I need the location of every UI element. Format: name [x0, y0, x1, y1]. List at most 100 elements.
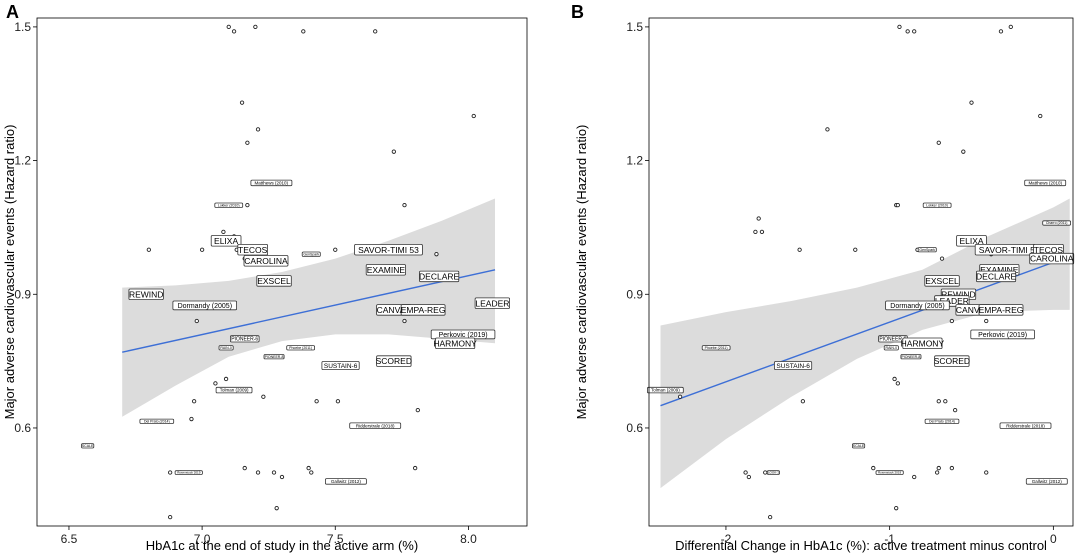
y-axis-title: Major adverse cardiovascular events (Haz…	[574, 125, 589, 420]
study-label: PIONEER-6	[230, 336, 259, 343]
data-point	[256, 128, 259, 131]
study-label: EXAMINE	[366, 265, 405, 276]
data-point	[950, 319, 953, 322]
panel-a: AMatthews (2010)Lokker (2010)ELIXATECOSC…	[2, 2, 527, 553]
study-label: Gallwitz (2012)	[1026, 479, 1067, 485]
y-tick-label: 0.6	[14, 421, 31, 435]
y-tick-label: 1.2	[626, 154, 643, 168]
data-point	[240, 101, 243, 104]
data-point	[246, 203, 249, 206]
data-point	[214, 382, 217, 385]
data-point	[280, 475, 283, 478]
study-label-text: REWIND	[129, 289, 163, 299]
data-point	[913, 30, 916, 33]
data-point	[1009, 25, 1012, 28]
study-label-text: Ridderstrale (2018)	[356, 423, 395, 428]
figure: AMatthews (2010)Lokker (2010)ELIXATECOSC…	[0, 0, 1084, 557]
data-point	[416, 408, 419, 411]
data-point	[999, 30, 1002, 33]
study-label: HARMONY	[901, 338, 945, 349]
data-point	[801, 400, 804, 403]
data-point	[246, 141, 249, 144]
y-axis-title: Major adverse cardiovascular events (Haz…	[2, 125, 17, 420]
data-point	[985, 319, 988, 322]
data-point	[937, 141, 940, 144]
data-point	[896, 382, 899, 385]
study-label: Charro (2011)	[1043, 221, 1071, 225]
study-label-text: Dormandy (2005)	[178, 303, 232, 310]
data-point	[953, 408, 956, 411]
study-label: SAVOR-TIMI 53	[355, 244, 423, 255]
study-label: DECLARE	[419, 271, 459, 282]
study-label-text: Tolman (2009)	[220, 388, 249, 393]
data-point	[227, 25, 230, 28]
study-label: Rosenstock 2019	[175, 471, 202, 475]
data-point	[893, 377, 896, 380]
data-point	[678, 395, 681, 398]
study-label-text: Lokker (2010)	[218, 203, 240, 207]
data-point	[254, 25, 257, 28]
study-label: Phoebe (2011)	[287, 346, 315, 350]
study-label-text: ELIXA	[214, 236, 238, 246]
data-point	[374, 30, 377, 33]
study-label: GenSpark	[918, 248, 936, 253]
data-point	[336, 400, 339, 403]
study-label: Gallwitz (2012)	[325, 479, 366, 485]
data-point	[403, 319, 406, 322]
study-label-text: Matthews (2010)	[1028, 181, 1062, 186]
study-label-text: SAVOR-TIMI 53	[358, 245, 419, 255]
study-label: Rosenstock 2019	[876, 471, 903, 475]
study-label: RAIN-0	[884, 346, 898, 350]
study-label: Phoebe (2011)	[702, 346, 730, 350]
study-label-text: SUSTAIN-6	[324, 363, 358, 370]
study-label-text: Perkovic (2019)	[978, 332, 1027, 339]
data-point	[224, 377, 227, 380]
study-label-text: HARMONY	[901, 338, 945, 348]
study-label-text: SCALE	[82, 444, 94, 448]
study-label-text: EXAMINE	[367, 265, 406, 275]
study-label-text: SCALE	[853, 444, 865, 448]
study-label: Lokker (2010)	[923, 203, 951, 207]
data-point	[950, 466, 953, 469]
data-point	[757, 217, 760, 220]
data-point	[168, 515, 171, 518]
study-label-text: HARMONY	[433, 338, 477, 348]
data-point	[472, 114, 475, 117]
y-tick-label: 0.6	[626, 421, 643, 435]
study-label-text: Charro (2011)	[1046, 221, 1068, 225]
study-label-text: Rosenstock 2019	[878, 471, 902, 475]
study-label: EMPA-REG	[401, 305, 446, 316]
study-label-text: RAIN-0	[220, 346, 232, 350]
study-label-text: LEADER	[475, 298, 509, 308]
data-point	[937, 466, 940, 469]
data-point	[826, 128, 829, 131]
data-point	[940, 257, 943, 260]
study-label-text: EMPA-REG	[401, 305, 446, 315]
data-point	[413, 466, 416, 469]
data-point	[192, 400, 195, 403]
y-tick-label: 1.5	[14, 20, 31, 34]
study-label-text: Phoebe (2011)	[705, 346, 728, 350]
data-point	[272, 471, 275, 474]
study-label: Ridderstrale (2018)	[1000, 423, 1051, 429]
study-label: PIONEER-8	[264, 355, 284, 359]
study-label: HARMONY	[433, 338, 477, 349]
data-point	[392, 150, 395, 153]
study-label-text: PIONEER-6	[231, 337, 258, 343]
study-label-text: Matthews (2010)	[255, 181, 289, 186]
study-label: EXSCEL	[925, 276, 960, 287]
study-label: EMPA-REG	[979, 305, 1024, 316]
x-axis-title: Differential Change in HbA1c (%): active…	[675, 538, 1047, 553]
study-label-text: GenSpark	[919, 248, 935, 252]
study-label: Del Prato (2014)	[925, 419, 959, 423]
study-label: SCALE	[852, 444, 865, 448]
study-label: SUSTAIN-6	[774, 362, 811, 370]
study-label-text: Dormandy (2005)	[890, 303, 944, 310]
panel-b: BMatthews (2010)Lokker (2010)Charro (201…	[571, 2, 1074, 553]
data-point	[232, 30, 235, 33]
x-tick-label: 6.5	[61, 532, 78, 546]
study-label: LEADER	[475, 298, 510, 309]
data-point	[1039, 114, 1042, 117]
study-label: Lokker (2010)	[215, 203, 243, 207]
study-label-text: PIONEER-8	[901, 355, 920, 359]
